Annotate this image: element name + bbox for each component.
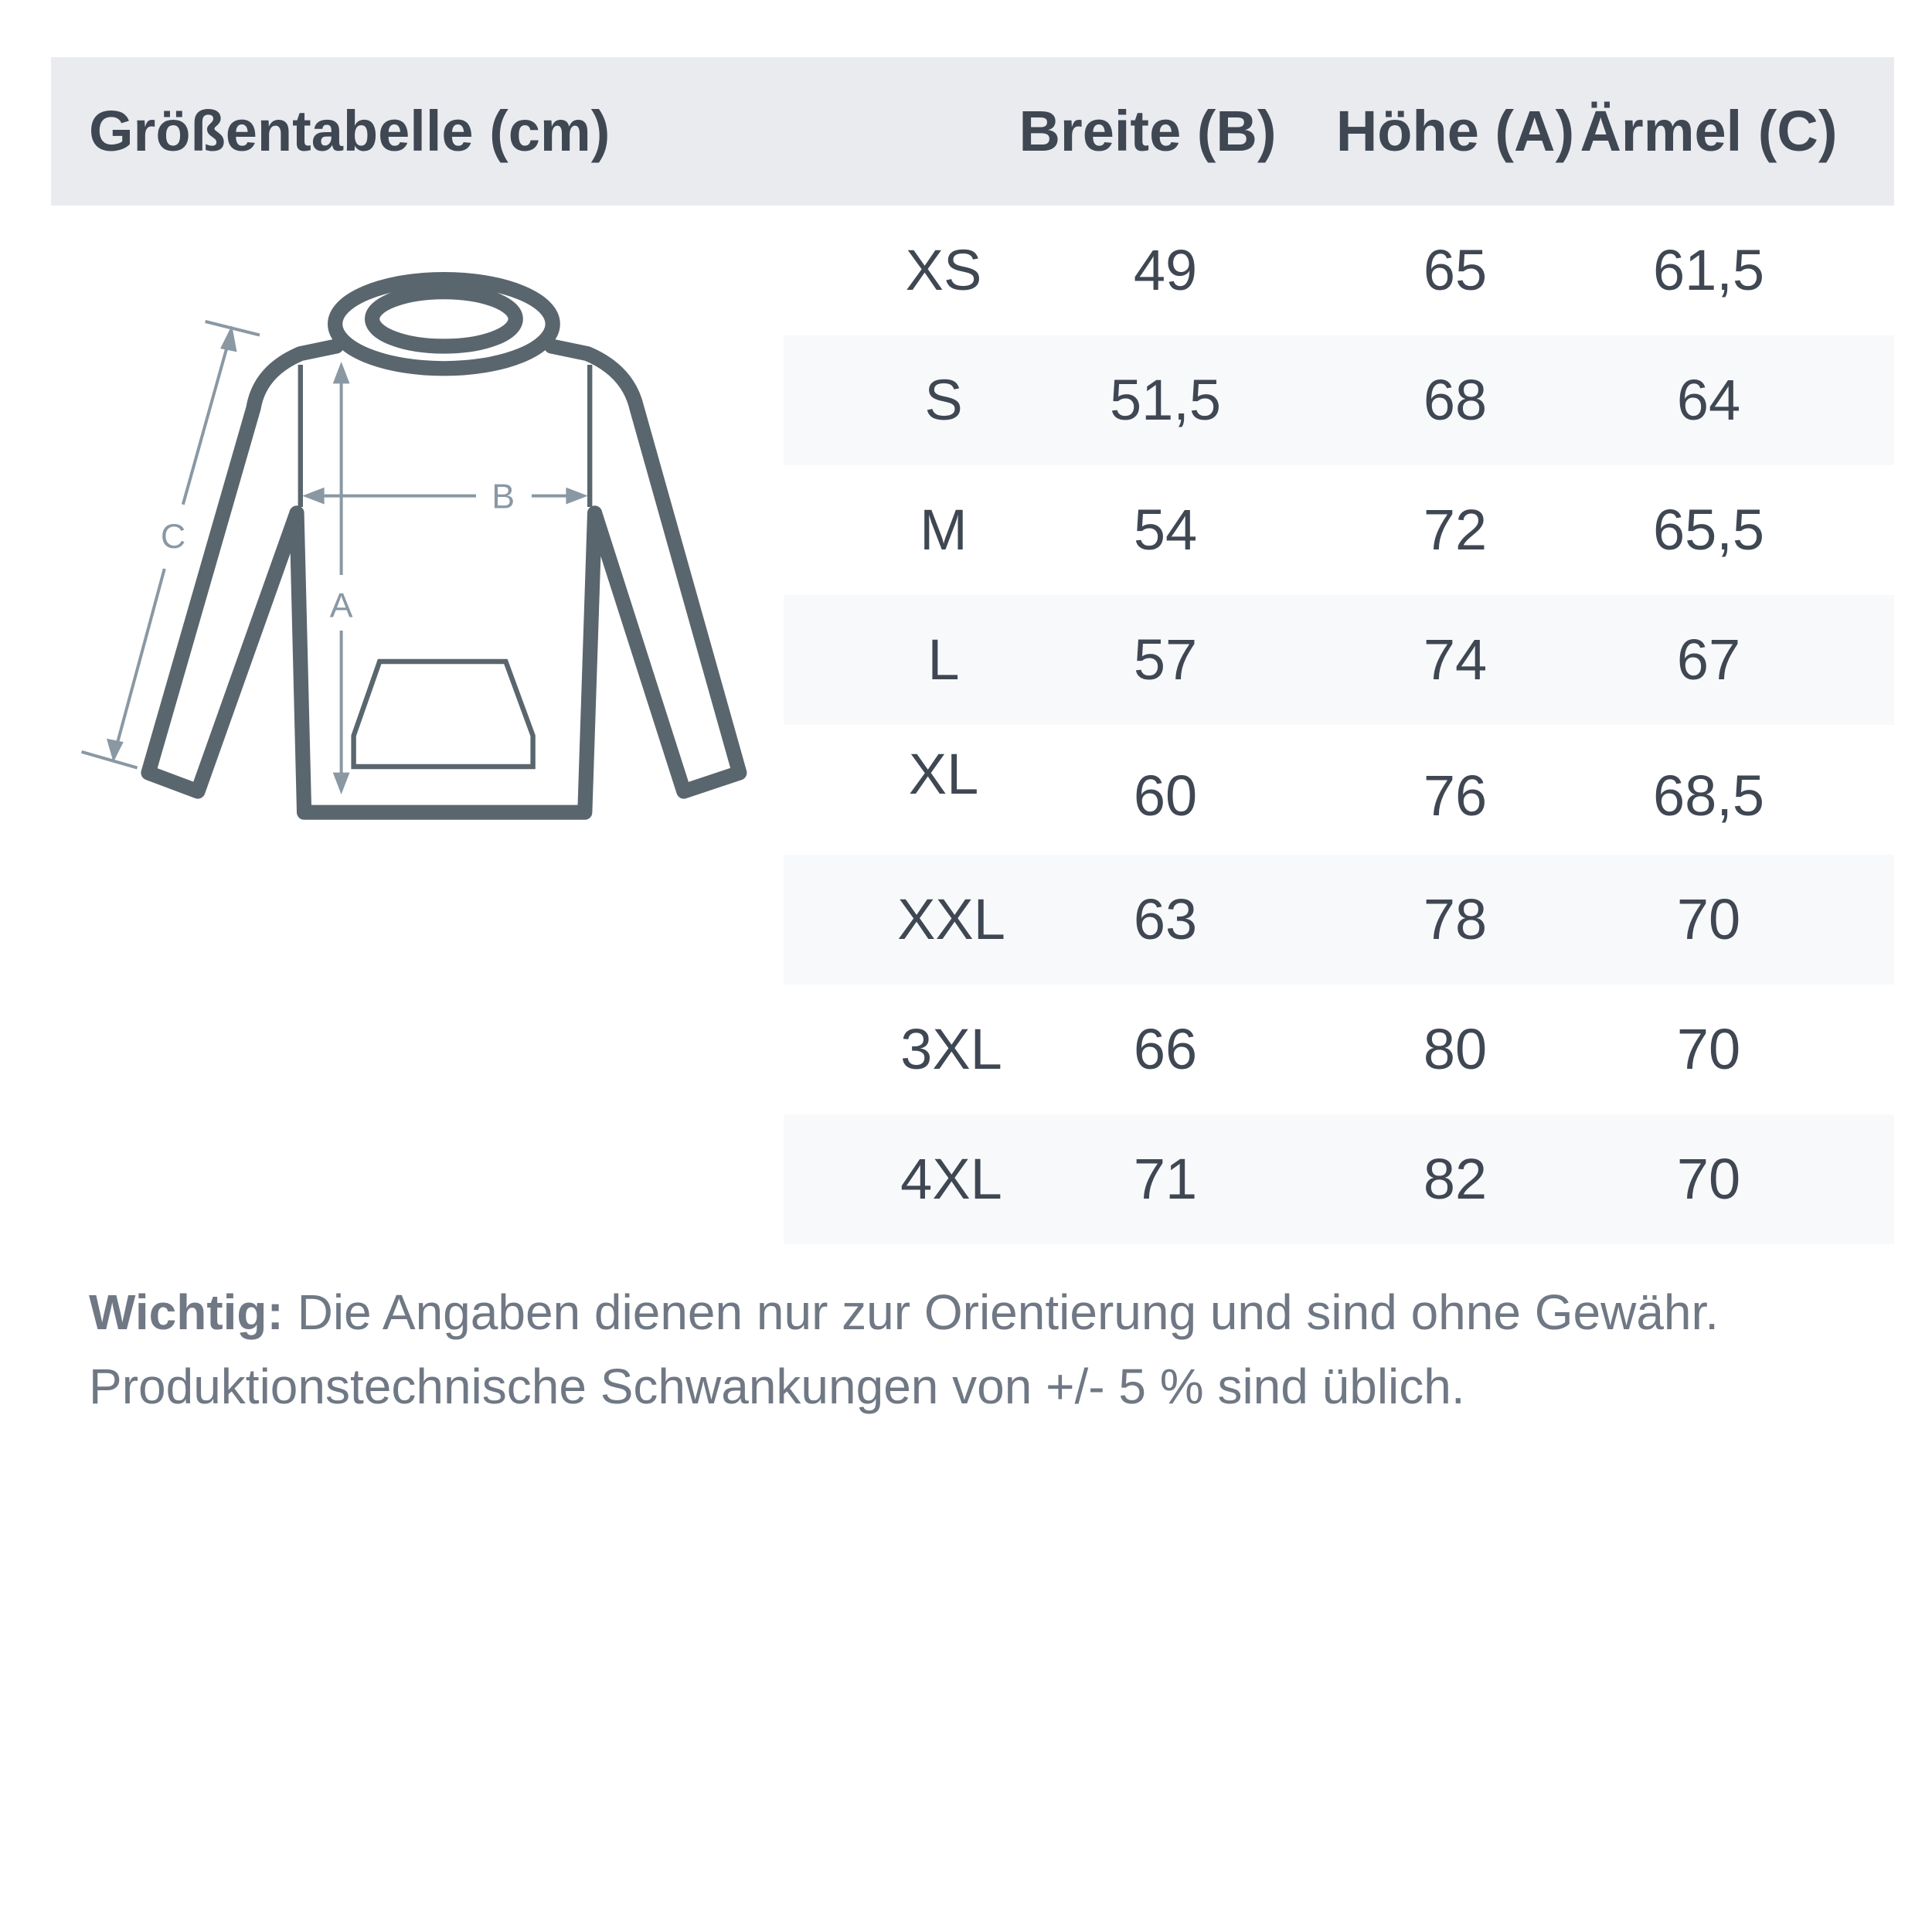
- column-header-hoehe: Höhe (A): [1335, 99, 1575, 163]
- breite-cell: 66: [1133, 1017, 1198, 1081]
- note-line-2: Produktionstechnische Schwankungen von +…: [89, 1359, 1465, 1414]
- hoehe-cell: 65: [1423, 238, 1488, 302]
- breite-cell: 51,5: [1109, 368, 1222, 432]
- breite-cell: 54: [1133, 498, 1198, 562]
- hoodie-outline-icon: [141, 272, 747, 820]
- aermel-cell: 64: [1676, 368, 1741, 432]
- aermel-cell: 68,5: [1652, 764, 1765, 828]
- hoehe-cell: 76: [1423, 764, 1488, 828]
- table-row: M 54 72 65,5: [784, 465, 1894, 595]
- size-cell: L: [927, 628, 960, 692]
- aermel-cell: 70: [1676, 1147, 1741, 1211]
- disclaimer-note: Wichtig: Die Angaben dienen nur zur Orie…: [89, 1275, 1719, 1423]
- column-header-breite: Breite (B): [1019, 99, 1277, 163]
- breite-cell: 71: [1133, 1147, 1198, 1211]
- breite-cell: 49: [1133, 238, 1198, 302]
- size-cell: XL: [908, 742, 979, 806]
- breite-cell: 63: [1133, 887, 1198, 951]
- hoodie-diagram: A B C: [81, 272, 747, 820]
- label-a: A: [330, 586, 353, 624]
- column-header-aermel: Ärmel (C): [1580, 99, 1838, 163]
- table-row: XS 49 65 61,5: [784, 206, 1894, 335]
- hoehe-cell: 80: [1423, 1017, 1488, 1081]
- measure-c-line: [181, 335, 232, 505]
- aermel-cell: 70: [1676, 1017, 1741, 1081]
- size-cell: XXL: [897, 887, 1005, 951]
- hoehe-cell: 72: [1423, 498, 1488, 562]
- table-row: 3XL 66 80 70: [784, 985, 1894, 1114]
- breite-cell: 60: [1133, 764, 1198, 828]
- table-header: Größentabelle (cm) Breite (B) Höhe (A) Ä…: [51, 57, 1894, 206]
- note-line-1: Die Angaben dienen nur zur Orientierung …: [283, 1284, 1719, 1340]
- aermel-cell: 67: [1676, 628, 1741, 692]
- aermel-cell: 65,5: [1652, 498, 1765, 562]
- table-row: XXL 63 78 70: [784, 855, 1894, 985]
- table-row: L 57 74 67: [784, 595, 1894, 725]
- hoehe-cell: 78: [1423, 887, 1488, 951]
- label-c: C: [161, 517, 185, 556]
- table-row: 4XL 71 82 70: [784, 1114, 1894, 1244]
- breite-cell: 57: [1133, 628, 1198, 692]
- size-cell: XS: [905, 238, 982, 302]
- size-cell: 3XL: [900, 1017, 1002, 1081]
- hoehe-cell: 74: [1423, 628, 1488, 692]
- aermel-cell: 70: [1676, 887, 1741, 951]
- aermel-cell: 61,5: [1652, 238, 1765, 302]
- hoehe-cell: 68: [1423, 368, 1488, 432]
- note-label: Wichtig:: [89, 1284, 284, 1340]
- page-title: Größentabelle (cm): [89, 99, 611, 163]
- size-table: XS 49 65 61,5 S 51,5 68 64 M 54 72 65,5 …: [784, 206, 1894, 1244]
- table-row: XL 60 76 68,5: [784, 725, 1894, 855]
- measure-lines: [81, 320, 588, 794]
- size-cell: M: [920, 498, 968, 562]
- table-row: S 51,5 68 64: [784, 335, 1894, 465]
- size-cell: 4XL: [900, 1147, 1002, 1211]
- size-cell: S: [924, 368, 963, 432]
- pocket-shape: [351, 658, 536, 770]
- label-b: B: [492, 478, 515, 516]
- hoehe-cell: 82: [1423, 1147, 1488, 1211]
